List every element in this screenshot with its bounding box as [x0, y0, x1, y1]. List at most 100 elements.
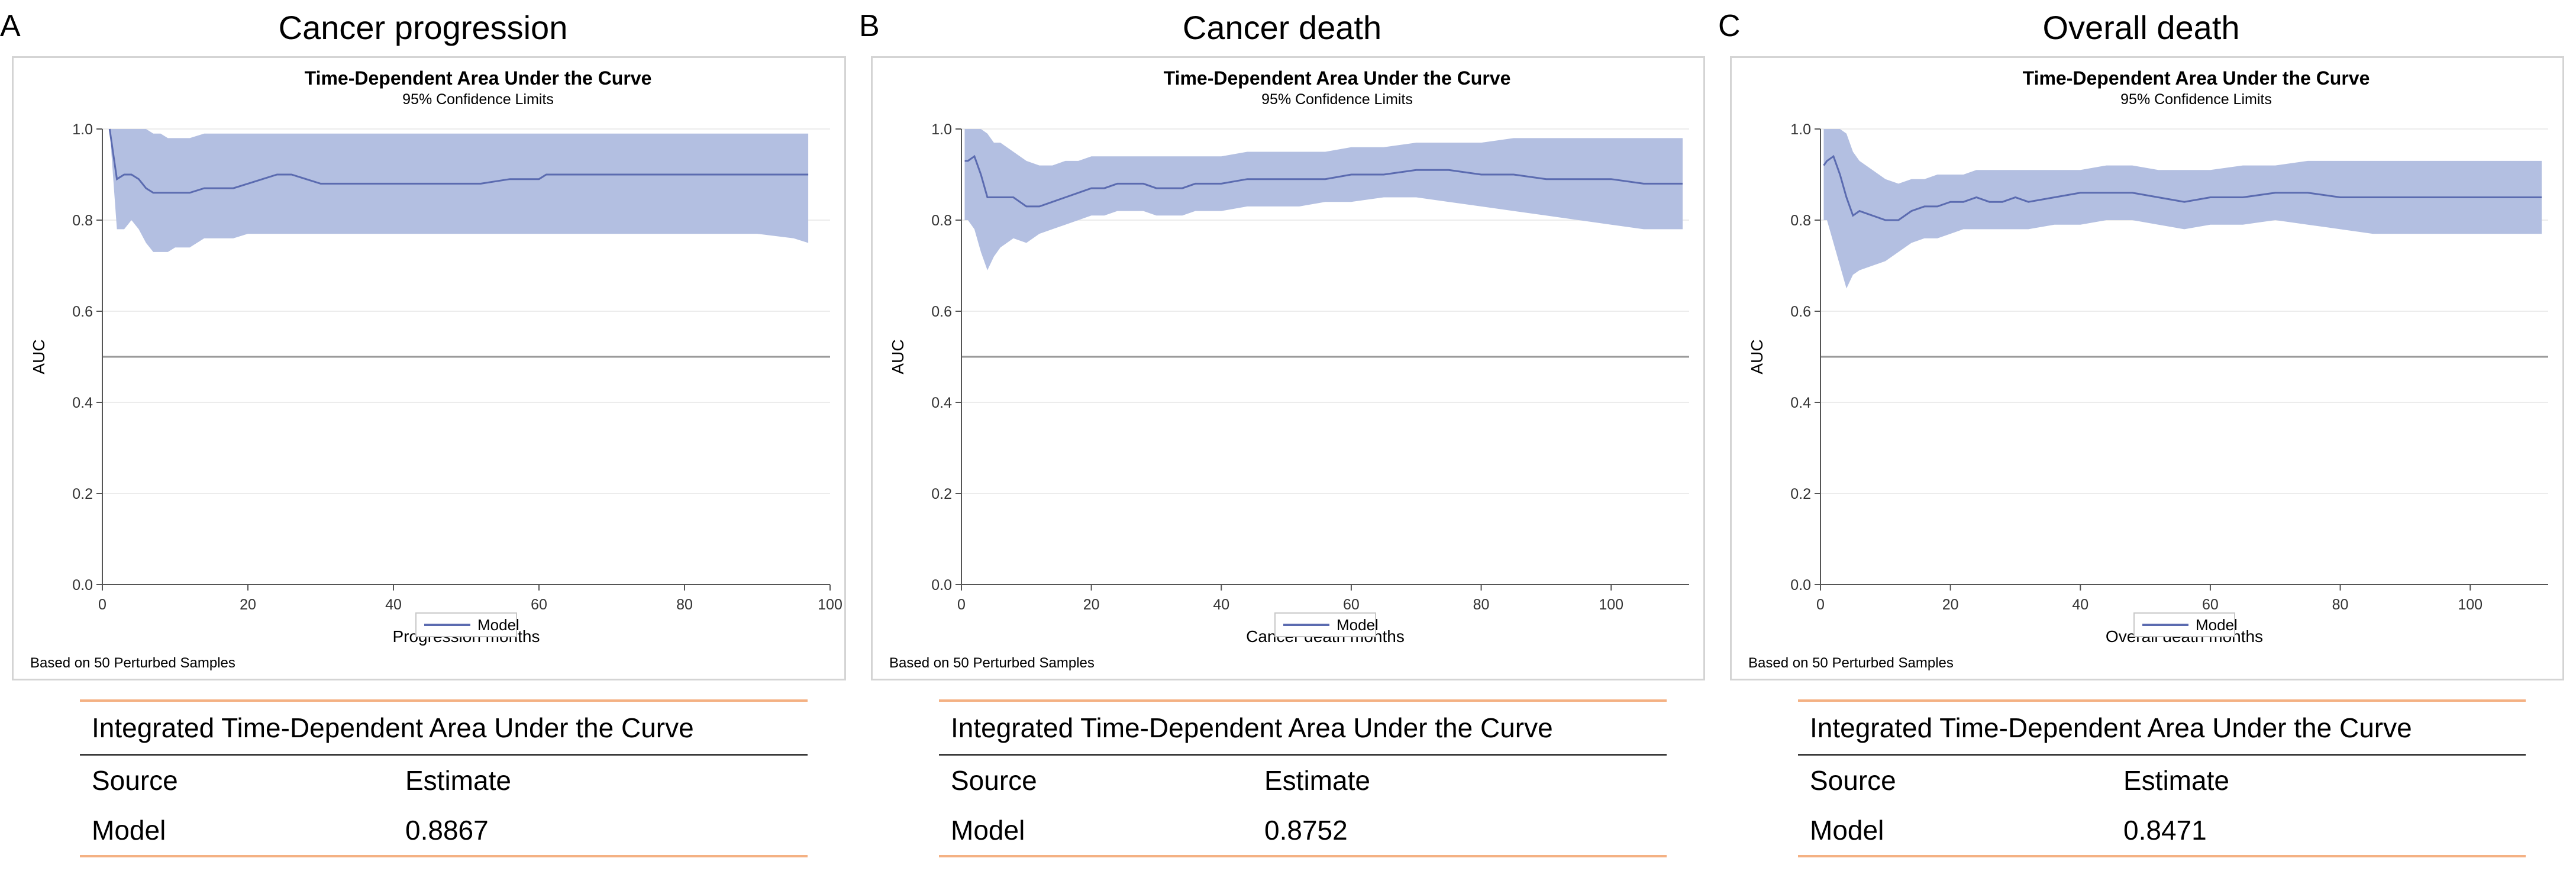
y-tick-label: 1.0	[931, 121, 952, 138]
confidence-band	[1823, 129, 2542, 289]
y-axis-label: AUC	[889, 339, 907, 374]
x-tick-label: 100	[818, 596, 842, 613]
chart-frame: Time-Dependent Area Under the Curve 95% C…	[12, 56, 846, 680]
legend-label: Model	[2196, 616, 2238, 634]
footnote: Based on 50 Perturbed Samples	[889, 655, 1095, 671]
y-tick-label: 0.6	[72, 304, 93, 320]
table-top-rule	[80, 699, 808, 702]
x-tick-label: 80	[676, 596, 693, 613]
table-row: Model 0.8867	[80, 805, 808, 855]
confidence-band	[964, 129, 1683, 270]
x-tick-label: 100	[1599, 596, 1623, 613]
legend-label: Model	[477, 616, 519, 634]
auc-line	[108, 128, 809, 194]
y-tick-label: 0.0	[72, 577, 93, 593]
table-row: Model 0.8471	[1798, 805, 2526, 855]
chart-title: Time-Dependent Area Under the Curve	[1164, 67, 1511, 89]
y-tick-label: 0.2	[1790, 486, 1811, 502]
auc-line	[1823, 154, 2542, 221]
y-tick-label: 0.8	[72, 212, 93, 229]
x-tick-label: 60	[2202, 596, 2219, 613]
x-tick-label: 80	[1473, 596, 1490, 613]
col-header-estimate: Estimate	[405, 765, 511, 796]
cell-estimate: 0.8752	[1264, 815, 1348, 846]
table-row: Model 0.8752	[939, 805, 1667, 855]
x-tick-label: 0	[98, 596, 106, 613]
col-header-source: Source	[92, 765, 178, 796]
col-header-estimate: Estimate	[1264, 765, 1370, 796]
cell-source: Model	[92, 815, 166, 846]
table-bottom-rule	[1798, 855, 2526, 857]
x-tick-label: 40	[2072, 596, 2088, 613]
panel-c: C Overall death Time-Dependent Area Unde…	[1718, 0, 2564, 871]
y-tick-label: 1.0	[72, 121, 93, 138]
auc-chart-svg: Time-Dependent Area Under the Curve 95% C…	[889, 67, 1689, 671]
chart-title: Time-Dependent Area Under the Curve	[305, 67, 652, 89]
y-axis-label: AUC	[30, 339, 48, 374]
chart-subtitle: 95% Confidence Limits	[402, 91, 554, 108]
footnote: Based on 50 Perturbed Samples	[1748, 655, 1954, 671]
y-tick-label: 0.4	[1790, 395, 1811, 411]
table-top-rule	[1798, 699, 2526, 702]
auc-chart-svg: Time-Dependent Area Under the Curve 95% C…	[30, 67, 842, 671]
cell-estimate: 0.8867	[405, 815, 489, 846]
footnote: Based on 50 Perturbed Samples	[30, 655, 235, 671]
y-axis-label: AUC	[1748, 339, 1766, 374]
y-tick-label: 0.6	[1790, 304, 1811, 320]
x-tick-label: 20	[1083, 596, 1100, 613]
table-title: Integrated Time-Dependent Area Under the…	[1810, 712, 2412, 743]
panel-heading: Cancer death	[1182, 9, 1382, 46]
y-tick-label: 0.2	[72, 486, 93, 502]
cell-source: Model	[1810, 815, 1884, 846]
panel-letter: B	[859, 9, 880, 43]
chart-title: Time-Dependent Area Under the Curve	[2023, 67, 2370, 89]
y-tick-label: 0.4	[931, 395, 952, 411]
chart-subtitle: 95% Confidence Limits	[2120, 91, 2272, 108]
x-tick-label: 80	[2332, 596, 2349, 613]
table-top-rule	[939, 699, 1667, 702]
cell-source: Model	[951, 815, 1025, 846]
chart-frame: Time-Dependent Area Under the Curve 95% C…	[871, 56, 1705, 680]
table-header-rule	[80, 754, 808, 756]
table-header-row: Source Estimate	[1798, 756, 2526, 805]
integrated-auc-table: Integrated Time-Dependent Area Under the…	[80, 699, 808, 857]
table-bottom-rule	[80, 855, 808, 857]
cell-estimate: 0.8471	[2123, 815, 2207, 846]
col-header-source: Source	[951, 765, 1037, 796]
x-tick-label: 60	[531, 596, 547, 613]
panel-letter: C	[1718, 9, 1741, 43]
y-tick-label: 0.8	[1790, 212, 1811, 229]
x-tick-label: 100	[2458, 596, 2483, 613]
y-tick-label: 0.6	[931, 304, 952, 320]
panel-letter: A	[0, 9, 21, 43]
panel-heading: Overall death	[2042, 9, 2240, 46]
auc-chart-svg: Time-Dependent Area Under the Curve 95% C…	[1748, 67, 2548, 671]
confidence-band	[109, 129, 809, 252]
x-tick-label: 20	[1942, 596, 1959, 613]
table-header-rule	[939, 754, 1667, 756]
integrated-auc-table: Integrated Time-Dependent Area Under the…	[939, 699, 1667, 857]
table-title: Integrated Time-Dependent Area Under the…	[92, 712, 694, 743]
y-tick-label: 0.8	[931, 212, 952, 229]
auc-line	[964, 154, 1683, 208]
table-header-rule	[1798, 754, 2526, 756]
x-tick-label: 60	[1343, 596, 1360, 613]
col-header-estimate: Estimate	[2123, 765, 2229, 796]
panel-a: A Cancer progression Time-Dependent Area…	[0, 0, 846, 871]
table-bottom-rule	[939, 855, 1667, 857]
y-tick-label: 0.0	[1790, 577, 1811, 593]
x-tick-label: 0	[957, 596, 966, 613]
panel-b: B Cancer death Time-Dependent Area Under…	[859, 0, 1705, 871]
table-header-row: Source Estimate	[939, 756, 1667, 805]
y-tick-label: 0.0	[931, 577, 952, 593]
x-tick-label: 40	[385, 596, 402, 613]
panel-heading: Cancer progression	[278, 9, 568, 46]
x-tick-label: 0	[1816, 596, 1825, 613]
table-title: Integrated Time-Dependent Area Under the…	[951, 712, 1553, 743]
legend-label: Model	[1337, 616, 1379, 634]
table-header-row: Source Estimate	[80, 756, 808, 805]
x-tick-label: 20	[240, 596, 256, 613]
y-tick-label: 0.4	[72, 395, 93, 411]
y-tick-label: 1.0	[1790, 121, 1811, 138]
chart-subtitle: 95% Confidence Limits	[1261, 91, 1413, 108]
